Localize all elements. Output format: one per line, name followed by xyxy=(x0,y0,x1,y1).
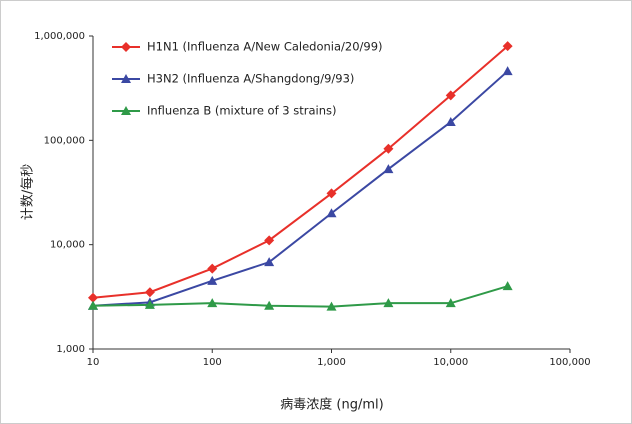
x-tick-label: 10,000 xyxy=(433,357,468,368)
x-axis-label: 病毒浓度 (ng/ml) xyxy=(280,397,383,413)
data-point xyxy=(207,275,218,285)
y-tick-label: 100,000 xyxy=(44,135,85,146)
legend-label: H1N1 (Influenza A/New Caledonia/20/99) xyxy=(147,40,383,54)
legend-label: Influenza B (mixture of 3 strains) xyxy=(147,104,337,118)
data-point xyxy=(383,298,394,308)
legend-marker xyxy=(121,74,131,83)
data-point xyxy=(144,287,155,298)
legend-label: H3N2 (Influenza A/Shangdong/9/93) xyxy=(147,72,354,86)
x-tick-label: 100,000 xyxy=(549,357,590,368)
data-point xyxy=(502,41,513,52)
x-tick-label: 1,000 xyxy=(317,357,346,368)
y-tick-label: 10,000 xyxy=(50,240,85,251)
data-point xyxy=(264,300,275,310)
data-point xyxy=(264,257,275,267)
series-line xyxy=(92,70,509,307)
y-tick-label: 1,000,000 xyxy=(34,31,85,42)
data-point xyxy=(207,298,218,308)
series-line xyxy=(92,45,509,299)
data-point xyxy=(326,301,337,311)
legend-marker xyxy=(121,106,131,115)
data-point xyxy=(445,298,456,308)
data-point xyxy=(326,208,337,218)
data-point xyxy=(502,66,513,76)
data-point xyxy=(445,116,456,126)
data-point xyxy=(502,281,513,291)
data-point xyxy=(445,90,456,101)
x-tick-label: 10 xyxy=(87,357,100,368)
y-tick-label: 1,000 xyxy=(56,344,85,355)
data-point xyxy=(264,235,275,246)
data-point xyxy=(383,143,394,154)
series-line xyxy=(92,285,508,308)
legend-marker xyxy=(121,42,131,52)
data-point xyxy=(207,263,218,274)
x-tick-label: 100 xyxy=(203,357,222,368)
data-point xyxy=(383,164,394,174)
data-point xyxy=(88,300,98,310)
data-point xyxy=(326,188,337,199)
data-point xyxy=(88,292,98,303)
data-point xyxy=(144,299,155,309)
y-axis-label: 计数/每秒 xyxy=(20,164,36,220)
